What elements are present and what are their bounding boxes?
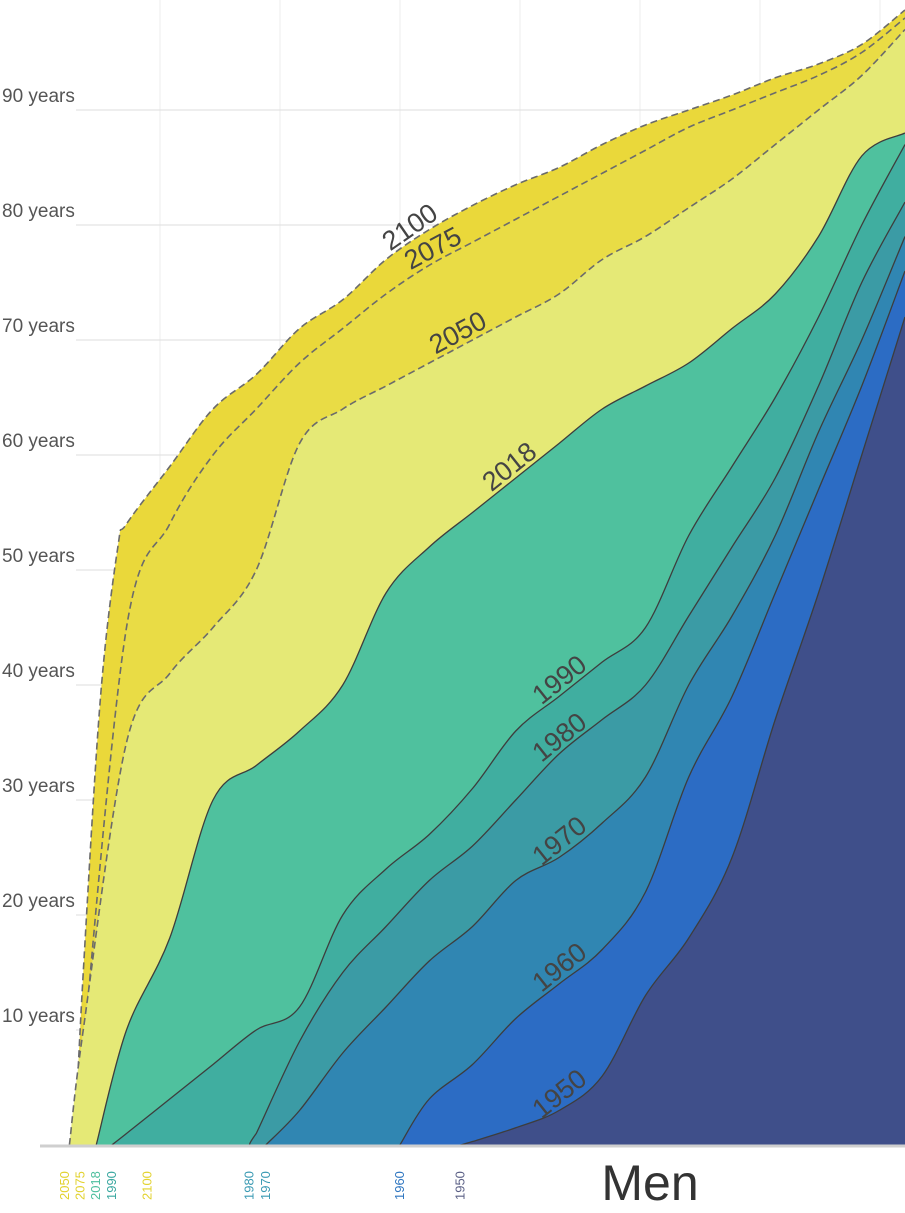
x-tick-label: 1970 (258, 1171, 273, 1200)
area-line (248, 201, 905, 1146)
x-tick-label: 1980 (241, 1171, 256, 1200)
x-tick-label: 1960 (392, 1171, 407, 1200)
area-line (111, 144, 905, 1146)
chart-title: Men (601, 1155, 698, 1211)
y-tick-label: 40 years (2, 661, 75, 682)
y-tick-label: 80 years (2, 201, 75, 222)
x-tick-label: 1990 (104, 1171, 119, 1200)
area-line (399, 270, 905, 1146)
x-tick-label: 2050 (57, 1171, 72, 1200)
y-tick-label: 60 years (2, 431, 75, 452)
x-tick-label: 1950 (452, 1171, 467, 1200)
area-line (73, 9, 905, 1146)
area-line (68, 28, 905, 1146)
y-tick-label: 20 years (2, 891, 75, 912)
area (460, 317, 905, 1145)
y-tick-label: 10 years (2, 1006, 75, 1027)
x-tick-label: 2100 (139, 1171, 154, 1200)
area-line (95, 132, 905, 1146)
area-line (460, 316, 905, 1146)
area-line (265, 236, 905, 1146)
areas (68, 9, 905, 1146)
x-tick-label: 2018 (88, 1171, 103, 1200)
y-tick-label: 70 years (2, 316, 75, 337)
x-tick-label: 2075 (73, 1171, 88, 1200)
y-tick-label: 90 years (2, 86, 75, 107)
area-line (77, 17, 905, 1146)
y-tick-label: 50 years (2, 546, 75, 567)
y-tick-label: 30 years (2, 776, 75, 797)
